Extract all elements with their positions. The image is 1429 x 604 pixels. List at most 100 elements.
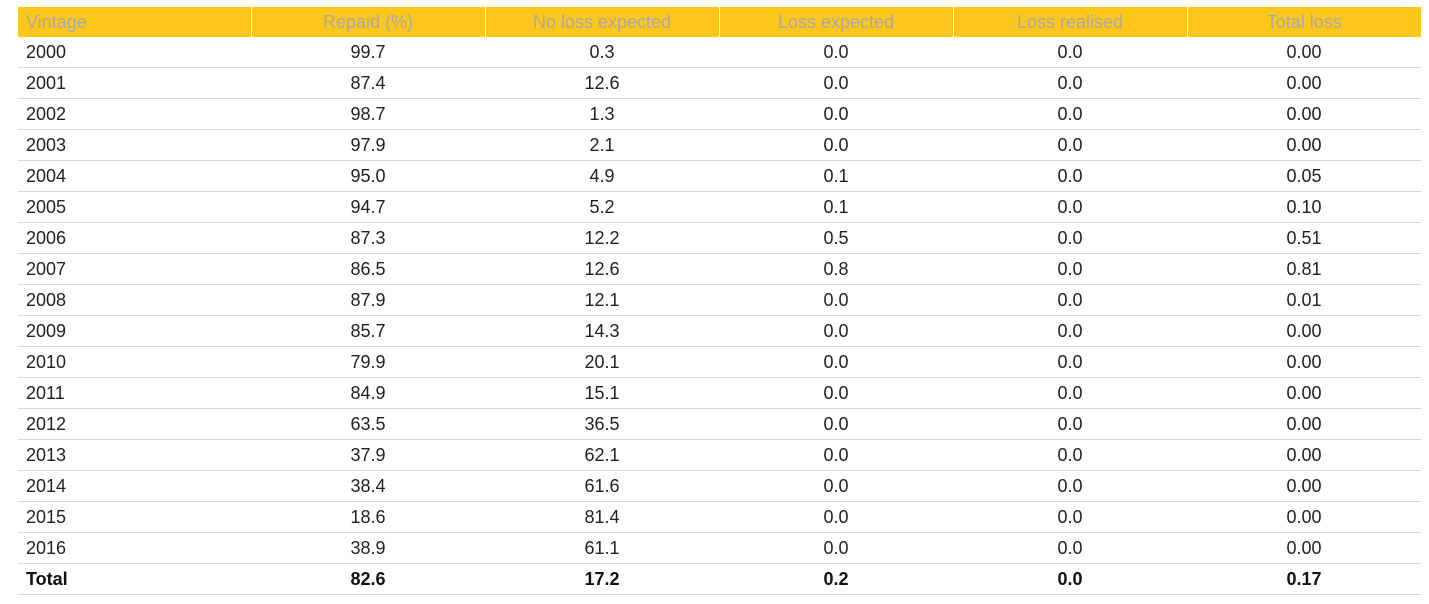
cell-loss-expected: 0.5 — [719, 222, 953, 254]
table-body: 2000 99.7 0.3 0.0 0.0 0.00 2001 87.4 12.6 0.0 0.0 0… — [18, 37, 1421, 564]
cell-loss-expected: 0.0 — [719, 532, 953, 564]
cell-loss-expected: 0.0 — [719, 439, 953, 471]
cell-repaid: 63.5 — [251, 408, 485, 440]
cell-loss-expected: 0.0 — [719, 284, 953, 316]
cell-no-loss-expected: 12.6 — [485, 253, 719, 285]
cell-loss-realised: 0.0 — [953, 129, 1187, 161]
cell-loss-expected: 0.0 — [719, 129, 953, 161]
cell-no-loss-expected: 14.3 — [485, 315, 719, 347]
cell-loss-realised: 0.0 — [953, 160, 1187, 192]
total-loss-realised: 0.0 — [953, 563, 1187, 595]
table-row: 2009 85.7 14.3 0.0 0.0 0.00 — [18, 315, 1421, 347]
cell-repaid: 86.5 — [251, 253, 485, 285]
cell-vintage: 2013 — [18, 439, 251, 471]
cell-total-loss: 0.00 — [1187, 377, 1421, 409]
table-row: 2007 86.5 12.6 0.8 0.0 0.81 — [18, 253, 1421, 285]
cell-no-loss-expected: 12.6 — [485, 67, 719, 99]
cell-vintage: 2001 — [18, 67, 251, 99]
cell-no-loss-expected: 62.1 — [485, 439, 719, 471]
column-header-loss-expected: Loss expected — [719, 7, 954, 37]
cell-loss-expected: 0.0 — [719, 408, 953, 440]
column-header-no-loss-expected: No loss expected — [485, 7, 720, 37]
column-header-vintage: Vintage — [18, 7, 252, 37]
cell-loss-realised: 0.0 — [953, 439, 1187, 471]
cell-repaid: 95.0 — [251, 160, 485, 192]
cell-loss-realised: 0.0 — [953, 377, 1187, 409]
cell-loss-expected: 0.0 — [719, 37, 953, 68]
cell-no-loss-expected: 4.9 — [485, 160, 719, 192]
cell-total-loss: 0.00 — [1187, 346, 1421, 378]
cell-total-loss: 0.00 — [1187, 439, 1421, 471]
cell-no-loss-expected: 36.5 — [485, 408, 719, 440]
cell-total-loss: 0.05 — [1187, 160, 1421, 192]
cell-repaid: 85.7 — [251, 315, 485, 347]
total-label: Total — [18, 563, 251, 595]
table-row: 2013 37.9 62.1 0.0 0.0 0.00 — [18, 439, 1421, 471]
cell-repaid: 79.9 — [251, 346, 485, 378]
cell-no-loss-expected: 81.4 — [485, 501, 719, 533]
cell-total-loss: 0.00 — [1187, 129, 1421, 161]
cell-no-loss-expected: 20.1 — [485, 346, 719, 378]
cell-loss-expected: 0.0 — [719, 470, 953, 502]
cell-vintage: 2002 — [18, 98, 251, 130]
cell-loss-realised: 0.0 — [953, 37, 1187, 68]
cell-loss-expected: 0.8 — [719, 253, 953, 285]
cell-vintage: 2006 — [18, 222, 251, 254]
table-row: 2008 87.9 12.1 0.0 0.0 0.01 — [18, 284, 1421, 316]
table-row: 2003 97.9 2.1 0.0 0.0 0.00 — [18, 129, 1421, 161]
cell-no-loss-expected: 1.3 — [485, 98, 719, 130]
table-row: 2015 18.6 81.4 0.0 0.0 0.00 — [18, 501, 1421, 533]
cell-vintage: 2004 — [18, 160, 251, 192]
cell-no-loss-expected: 61.6 — [485, 470, 719, 502]
cell-loss-realised: 0.0 — [953, 253, 1187, 285]
cell-repaid: 87.9 — [251, 284, 485, 316]
cell-repaid: 94.7 — [251, 191, 485, 223]
cell-loss-realised: 0.0 — [953, 191, 1187, 223]
cell-total-loss: 0.01 — [1187, 284, 1421, 316]
cell-loss-realised: 0.0 — [953, 501, 1187, 533]
cell-repaid: 87.3 — [251, 222, 485, 254]
cell-no-loss-expected: 12.2 — [485, 222, 719, 254]
cell-vintage: 2003 — [18, 129, 251, 161]
cell-no-loss-expected: 5.2 — [485, 191, 719, 223]
cell-repaid: 38.4 — [251, 470, 485, 502]
cell-loss-realised: 0.0 — [953, 284, 1187, 316]
cell-total-loss: 0.00 — [1187, 501, 1421, 533]
cell-loss-expected: 0.1 — [719, 191, 953, 223]
cell-no-loss-expected: 15.1 — [485, 377, 719, 409]
column-header-repaid: Repaid (%) — [251, 7, 486, 37]
cell-repaid: 37.9 — [251, 439, 485, 471]
cell-loss-realised: 0.0 — [953, 315, 1187, 347]
column-header-loss-realised: Loss realised — [953, 7, 1188, 37]
cell-total-loss: 0.81 — [1187, 253, 1421, 285]
cell-no-loss-expected: 61.1 — [485, 532, 719, 564]
table-row: 2014 38.4 61.6 0.0 0.0 0.00 — [18, 470, 1421, 502]
table-row: 2002 98.7 1.3 0.0 0.0 0.00 — [18, 98, 1421, 130]
table-row: 2006 87.3 12.2 0.5 0.0 0.51 — [18, 222, 1421, 254]
cell-loss-realised: 0.0 — [953, 470, 1187, 502]
cell-loss-realised: 0.0 — [953, 67, 1187, 99]
cell-loss-realised: 0.0 — [953, 98, 1187, 130]
table-row: 2016 38.9 61.1 0.0 0.0 0.00 — [18, 532, 1421, 564]
total-total-loss: 0.17 — [1187, 563, 1421, 595]
cell-vintage: 2009 — [18, 315, 251, 347]
header-row: Vintage Repaid (%) No loss expected Loss… — [18, 7, 1421, 37]
cell-vintage: 2012 — [18, 408, 251, 440]
cell-total-loss: 0.00 — [1187, 315, 1421, 347]
total-row: Total 82.6 17.2 0.2 0.0 0.17 — [18, 563, 1421, 595]
cell-repaid: 98.7 — [251, 98, 485, 130]
table-row: 2004 95.0 4.9 0.1 0.0 0.05 — [18, 160, 1421, 192]
cell-total-loss: 0.00 — [1187, 532, 1421, 564]
cell-vintage: 2011 — [18, 377, 251, 409]
cell-loss-expected: 0.0 — [719, 67, 953, 99]
cell-vintage: 2015 — [18, 501, 251, 533]
cell-no-loss-expected: 2.1 — [485, 129, 719, 161]
cell-loss-realised: 0.0 — [953, 532, 1187, 564]
cell-total-loss: 0.00 — [1187, 98, 1421, 130]
cell-loss-realised: 0.0 — [953, 222, 1187, 254]
cell-vintage: 2007 — [18, 253, 251, 285]
table-footer: Total 82.6 17.2 0.2 0.0 0.17 — [18, 563, 1421, 595]
cell-loss-expected: 0.0 — [719, 377, 953, 409]
cell-total-loss: 0.00 — [1187, 37, 1421, 68]
cell-no-loss-expected: 0.3 — [485, 37, 719, 68]
